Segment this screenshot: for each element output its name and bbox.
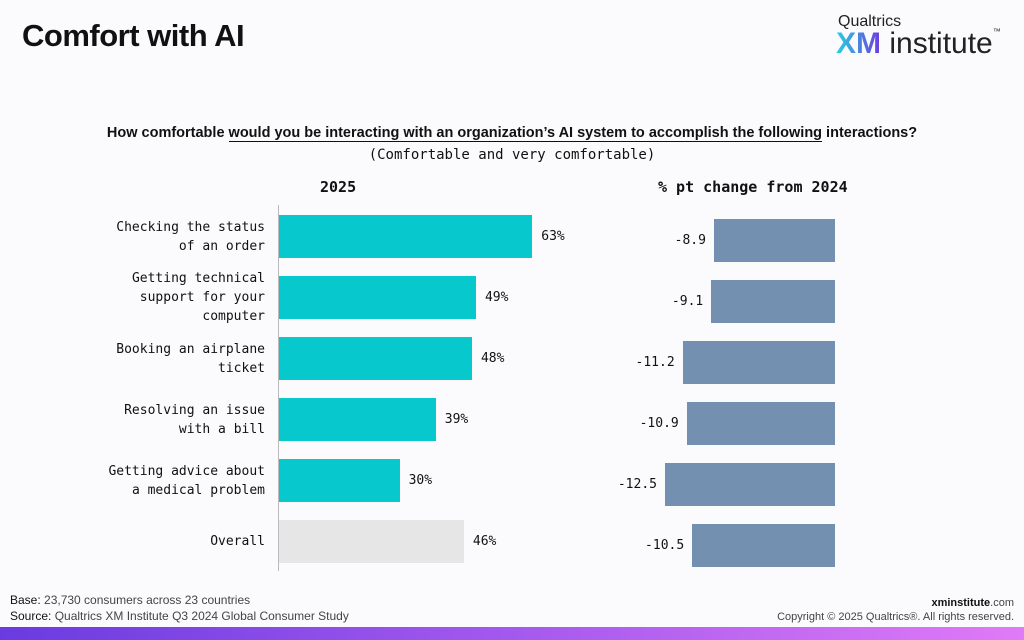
value-label-2025: 30% — [408, 473, 433, 488]
category-label-text: Booking an airplane ticket — [116, 340, 265, 378]
label-line: Getting advice about — [108, 463, 265, 479]
page-title: Comfort with AI — [22, 18, 245, 53]
label-line: a medical problem — [131, 482, 265, 498]
category-label: Getting technical support for your compute… — [15, 271, 265, 324]
category-label-text: Checking the status of an order — [116, 218, 265, 256]
category-label: Overall — [15, 520, 265, 563]
label-line: support for your — [139, 290, 265, 305]
bar-change — [682, 341, 835, 384]
axis-line — [278, 205, 279, 571]
label-line: Checking the status — [116, 219, 265, 235]
base-note: Base: 23,730 consumers across 23 countri… — [10, 593, 251, 607]
copyright: Copyright © 2025 Qualtrics®. All rights … — [777, 611, 1014, 623]
value-label-2025: 49% — [484, 290, 509, 305]
subtitle: (Comfortable and very comfortable) — [368, 147, 656, 163]
value-label-2025: 63% — [541, 229, 565, 244]
label-line: Overall — [210, 534, 265, 549]
bar-change — [692, 524, 835, 567]
category-label: Booking an airplane ticket — [15, 337, 265, 380]
value-label-change: -10.9 — [639, 416, 679, 431]
category-label: Checking the status of an order — [15, 215, 265, 258]
category-label-text: Resolving an issue with a bill — [124, 401, 265, 439]
label-line: with a bill — [178, 421, 265, 437]
category-label-text: Getting technical support for your compute… — [132, 269, 265, 326]
value-label-change: -8.9 — [674, 233, 706, 248]
label-line: of an order — [178, 238, 265, 254]
label-line: ticket — [218, 360, 265, 376]
bar-2025 — [279, 337, 472, 380]
bar-change — [711, 280, 835, 323]
value-label-change: -11.2 — [635, 355, 675, 370]
label-line: Getting technical — [131, 271, 265, 286]
bar-2025 — [279, 459, 400, 502]
logo-xm-institute: XM institute™ — [836, 27, 1001, 60]
bar-2025 — [279, 215, 533, 258]
category-label: Resolving an issue with a bill — [15, 398, 265, 441]
bar-change — [713, 219, 835, 262]
value-label-change: -9.1 — [671, 294, 704, 309]
question: How comfortable would you be interacting… — [106, 125, 918, 142]
gradient-bar — [0, 627, 1024, 640]
value-label-2025: 48% — [480, 351, 505, 366]
bar-2025 — [279, 520, 464, 563]
value-label-2025: 39% — [444, 412, 469, 427]
value-label-change: -12.5 — [617, 477, 657, 492]
source-note: Source: Qualtrics XM Institute Q3 2024 G… — [10, 609, 349, 623]
site-link[interactable]: xminstitute.com — [931, 597, 1014, 609]
bar-2025 — [279, 276, 476, 319]
label-line: Booking an airplane — [116, 341, 265, 357]
chart-2025-title: 2025 — [320, 178, 357, 196]
value-label-change: -10.5 — [645, 538, 685, 553]
label-line: computer — [202, 309, 265, 324]
chart-change-title: % pt change from 2024 — [658, 178, 848, 196]
category-label-text: Getting advice about a medical problem — [108, 462, 265, 500]
bar-change — [686, 402, 835, 445]
bar-change — [665, 463, 835, 506]
value-label-2025: 46% — [472, 534, 497, 549]
category-label-text: Overall — [210, 532, 265, 551]
bar-2025 — [279, 398, 436, 441]
label-line: Resolving an issue — [124, 402, 265, 418]
category-label: Getting advice about a medical problem — [15, 459, 265, 502]
logo-qualtrics: Qualtrics — [838, 13, 902, 30]
